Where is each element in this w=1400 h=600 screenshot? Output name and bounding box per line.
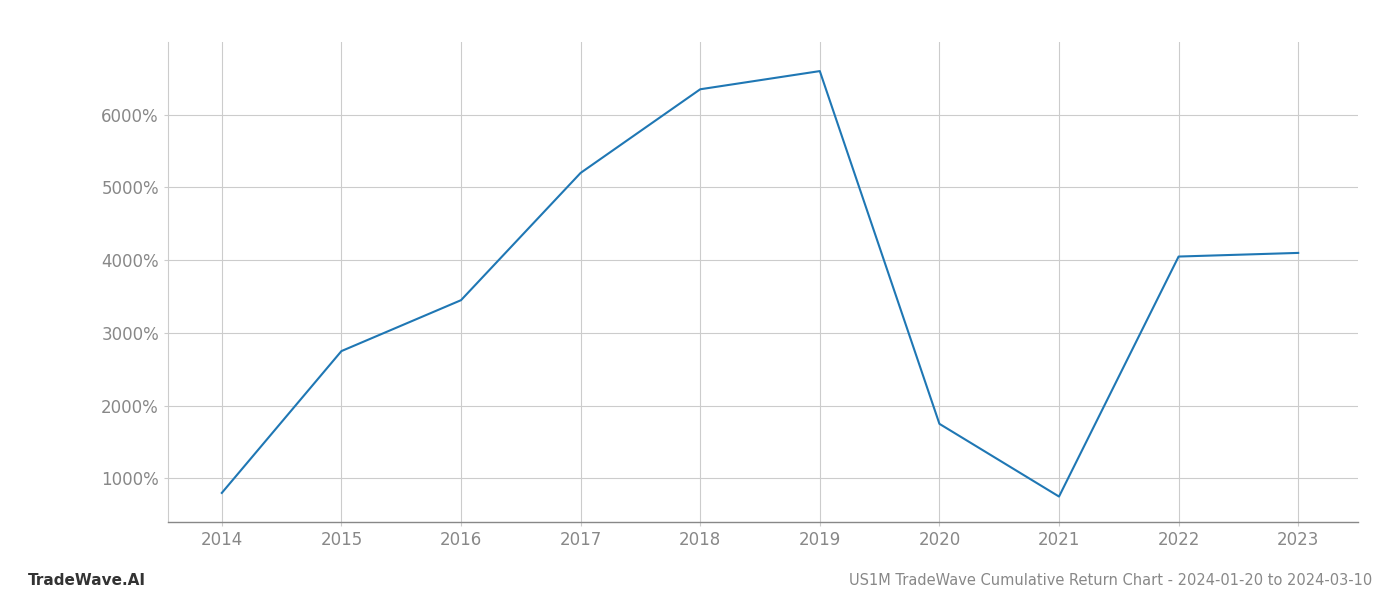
Text: TradeWave.AI: TradeWave.AI xyxy=(28,573,146,588)
Text: US1M TradeWave Cumulative Return Chart - 2024-01-20 to 2024-03-10: US1M TradeWave Cumulative Return Chart -… xyxy=(848,573,1372,588)
